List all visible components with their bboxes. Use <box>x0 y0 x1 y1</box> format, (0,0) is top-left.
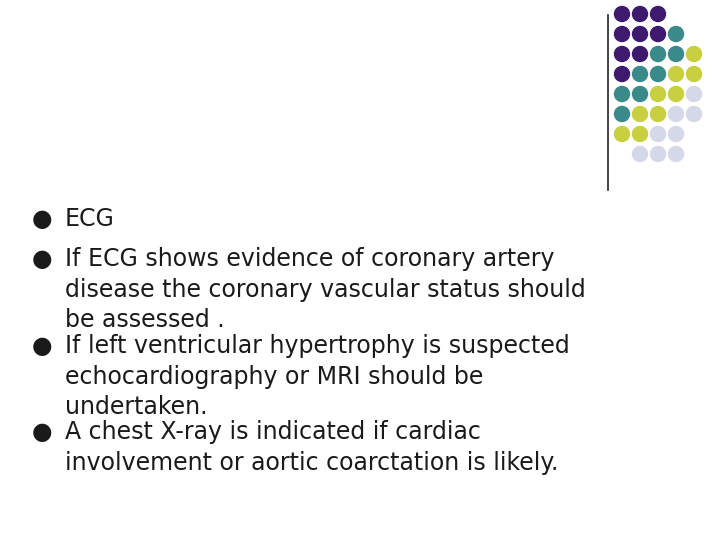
Circle shape <box>650 146 665 161</box>
Circle shape <box>614 26 629 42</box>
Text: A chest X-ray is indicated if cardiac
involvement or aortic coarctation is likel: A chest X-ray is indicated if cardiac in… <box>65 420 559 475</box>
Circle shape <box>614 126 629 141</box>
Circle shape <box>650 26 665 42</box>
Circle shape <box>632 86 647 102</box>
Circle shape <box>614 46 629 62</box>
Text: ●: ● <box>32 334 53 358</box>
Circle shape <box>686 66 701 82</box>
Text: ●: ● <box>32 207 53 231</box>
Circle shape <box>668 66 683 82</box>
Circle shape <box>614 106 629 122</box>
Text: ECG: ECG <box>65 207 115 231</box>
Text: ●: ● <box>32 247 53 271</box>
Circle shape <box>668 146 683 161</box>
Circle shape <box>650 106 665 122</box>
Circle shape <box>686 46 701 62</box>
Circle shape <box>650 126 665 141</box>
Circle shape <box>650 46 665 62</box>
Circle shape <box>614 66 629 82</box>
Circle shape <box>650 86 665 102</box>
Circle shape <box>632 46 647 62</box>
Text: If left ventricular hypertrophy is suspected
echocardiography or MRI should be
u: If left ventricular hypertrophy is suspe… <box>65 334 570 419</box>
Circle shape <box>632 106 647 122</box>
Circle shape <box>668 126 683 141</box>
Circle shape <box>632 146 647 161</box>
Circle shape <box>668 26 683 42</box>
Circle shape <box>686 86 701 102</box>
Circle shape <box>632 26 647 42</box>
Circle shape <box>632 6 647 22</box>
Circle shape <box>614 6 629 22</box>
Circle shape <box>668 46 683 62</box>
Circle shape <box>632 126 647 141</box>
Circle shape <box>650 66 665 82</box>
Circle shape <box>614 86 629 102</box>
Circle shape <box>668 106 683 122</box>
Text: If ECG shows evidence of coronary artery
disease the coronary vascular status sh: If ECG shows evidence of coronary artery… <box>65 247 586 332</box>
Circle shape <box>632 66 647 82</box>
Circle shape <box>668 86 683 102</box>
Text: ●: ● <box>32 420 53 444</box>
Circle shape <box>650 6 665 22</box>
Circle shape <box>686 106 701 122</box>
